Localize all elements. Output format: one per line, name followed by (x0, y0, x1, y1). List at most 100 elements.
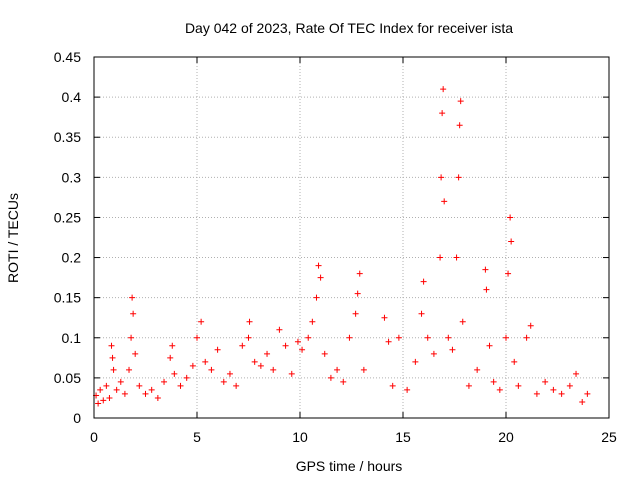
data-point (441, 198, 448, 205)
data-point (246, 318, 253, 325)
data-point (214, 346, 221, 353)
data-point (110, 366, 117, 373)
data-point (424, 334, 431, 341)
data-point (453, 254, 460, 261)
data-point (108, 342, 115, 349)
data-point (340, 378, 347, 385)
data-point (270, 366, 277, 373)
data-point (264, 350, 271, 357)
data-point (220, 378, 227, 385)
data-point (315, 262, 322, 269)
data-point (579, 398, 586, 405)
data-point (136, 382, 143, 389)
data-point (437, 254, 444, 261)
data-point (202, 358, 209, 365)
data-point (515, 382, 522, 389)
data-point (313, 294, 320, 301)
data-point (334, 366, 341, 373)
data-point (354, 290, 361, 297)
data-point (550, 386, 557, 393)
data-points (93, 86, 591, 407)
x-tick-label: 5 (193, 429, 201, 445)
data-point (198, 318, 205, 325)
y-axis: 0 0.05 0.1 0.15 0.2 0.25 0.3 0.35 0.4 0.45 (54, 49, 609, 426)
data-point (474, 366, 481, 373)
data-point (171, 370, 178, 377)
data-point (294, 338, 301, 345)
y-tick-label: 0 (73, 410, 81, 426)
data-point (132, 350, 139, 357)
data-point (103, 382, 110, 389)
y-tick-label: 0.05 (54, 370, 81, 386)
y-tick-label: 0.3 (62, 169, 82, 185)
data-point (317, 274, 324, 281)
data-point (177, 382, 184, 389)
data-point (154, 394, 161, 401)
data-point (276, 326, 283, 333)
data-point (430, 350, 437, 357)
data-point (169, 342, 176, 349)
data-point (505, 270, 512, 277)
data-point (121, 390, 128, 397)
data-point (420, 278, 427, 285)
y-tick-label: 0.15 (54, 290, 81, 306)
y-tick-label: 0.1 (62, 330, 82, 346)
data-point (508, 238, 515, 245)
data-point (455, 174, 462, 181)
grid-lines (94, 57, 609, 418)
data-point (542, 378, 549, 385)
y-tick-label: 0.35 (54, 129, 81, 145)
data-point (346, 334, 353, 341)
data-point (97, 386, 104, 393)
data-point (208, 366, 215, 373)
data-point (288, 370, 295, 377)
y-tick-label: 0.25 (54, 209, 81, 225)
data-point (321, 350, 328, 357)
data-point (507, 214, 514, 221)
data-point (356, 270, 363, 277)
data-point (126, 366, 133, 373)
data-point (496, 386, 503, 393)
data-point (117, 378, 124, 385)
data-point (100, 397, 107, 404)
data-point (239, 342, 246, 349)
data-point (381, 314, 388, 321)
data-point (584, 390, 591, 397)
data-point (558, 390, 565, 397)
y-tick-label: 0.45 (54, 49, 81, 65)
data-point (459, 318, 466, 325)
data-point (305, 334, 312, 341)
y-tick-label: 0.4 (62, 89, 82, 105)
data-point (527, 322, 534, 329)
data-point (309, 318, 316, 325)
y-axis-label: ROTI / TECUs (5, 193, 21, 283)
data-point (106, 394, 113, 401)
data-point (233, 382, 240, 389)
y-tick-label: 0.2 (62, 250, 82, 266)
data-point (449, 346, 456, 353)
data-point (226, 370, 233, 377)
data-point (282, 342, 289, 349)
data-point (245, 334, 252, 341)
data-point (438, 174, 445, 181)
x-tick-label: 0 (90, 429, 98, 445)
x-axis: 0 5 10 15 20 25 (90, 57, 617, 445)
data-point (440, 86, 447, 93)
data-point (465, 382, 472, 389)
data-point (439, 110, 446, 117)
data-point (482, 266, 489, 273)
data-point (148, 386, 155, 393)
data-point (113, 386, 120, 393)
data-point (412, 358, 419, 365)
data-point (404, 386, 411, 393)
data-point (389, 382, 396, 389)
data-point (456, 122, 463, 129)
data-point (299, 346, 306, 353)
data-point (327, 374, 334, 381)
data-point (257, 362, 264, 369)
data-point (130, 310, 137, 317)
data-point (566, 382, 573, 389)
plot-frame (93, 56, 610, 419)
data-point (533, 390, 540, 397)
